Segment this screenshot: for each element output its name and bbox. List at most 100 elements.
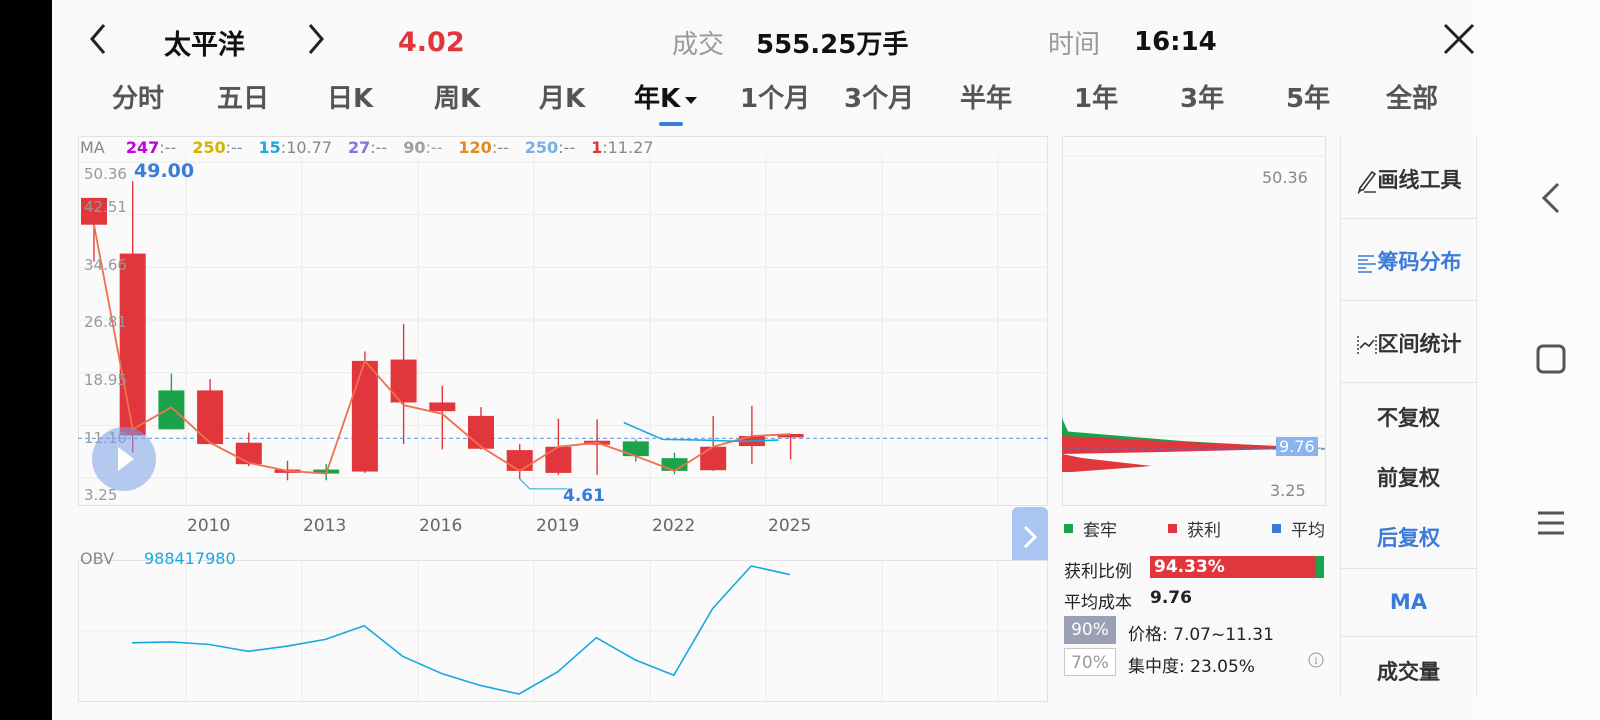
candle-2014	[351, 351, 378, 473]
band-70-badge[interactable]: 70%	[1064, 648, 1116, 676]
obv-chart	[78, 560, 1048, 702]
candle-body	[545, 446, 572, 473]
ma-item-3: 27:--	[348, 138, 388, 157]
x-tick: 2025	[768, 516, 812, 536]
candle-2023	[700, 415, 727, 471]
band-90-badge[interactable]: 90%	[1064, 616, 1116, 644]
chevron-right-icon[interactable]	[304, 21, 328, 64]
x-tick: 2019	[536, 516, 580, 536]
candle-body	[429, 402, 456, 412]
legend-profit: 获利	[1168, 516, 1221, 541]
ma-item-2: 15:10.77	[258, 138, 332, 157]
left-black-strip	[0, 0, 52, 720]
tab-3-year[interactable]: 3年	[1180, 84, 1225, 114]
info-icon[interactable]: i	[1308, 652, 1324, 672]
y-tick: 18.95	[84, 371, 127, 389]
low-leader-line	[519, 478, 568, 490]
close-icon[interactable]	[1442, 22, 1476, 63]
candle-2015	[390, 323, 417, 445]
no-adjust-button[interactable]: 不复权	[1377, 406, 1440, 430]
candle-2009	[158, 373, 185, 430]
tab-weekly-k[interactable]: 周K	[434, 84, 481, 114]
candle-body	[777, 434, 804, 438]
caret-down-icon	[685, 96, 698, 104]
current-price: 4.02	[398, 26, 465, 58]
ma-label: MA	[80, 138, 105, 157]
x-tick: 2016	[419, 516, 463, 536]
nav-home-icon[interactable]	[1536, 344, 1566, 378]
candle-body	[81, 197, 107, 225]
tab-five-day[interactable]: 五日	[217, 84, 270, 114]
y-tick: 3.25	[84, 486, 118, 504]
ma-legend: MA 247:-- 250:-- 15:10.77 27:-- 90:-- 120:-- 2…	[80, 138, 669, 157]
draw-tool-button[interactable]: 画线工具	[1341, 164, 1476, 195]
time-value: 16:14	[1134, 27, 1217, 57]
band-90-price: 价格: 7.07~11.31	[1128, 625, 1274, 645]
obv-label: OBV	[80, 549, 115, 568]
range-chart-icon	[1356, 336, 1377, 354]
candle-2007	[81, 197, 107, 262]
chip-bottom-price: 3.25	[1270, 481, 1306, 500]
x-tick: 2013	[303, 516, 347, 536]
volume-value: 555.25万手	[756, 29, 909, 60]
expand-panel-button[interactable]	[1012, 507, 1048, 567]
trapped-ratio-segment	[1316, 556, 1324, 578]
tab-1-year[interactable]: 1年	[1074, 84, 1119, 114]
candle-2016	[429, 385, 456, 450]
system-navbar	[1470, 0, 1600, 720]
y-tick: 50.36	[84, 165, 127, 183]
tab-yearly-k[interactable]: 年K	[634, 78, 698, 115]
ma-item-5: 120:--	[458, 138, 509, 157]
candle-body	[622, 441, 649, 457]
forward-adjust-button[interactable]: 前复权	[1377, 466, 1440, 490]
kline-chart[interactable]	[78, 136, 1048, 506]
tab-5-year[interactable]: 5年	[1286, 84, 1331, 114]
candle-body	[506, 450, 533, 471]
side-toolbar: 画线工具 筹码分布 区间统计 不复权 前复权 后复权 MA 成交量	[1340, 136, 1477, 696]
stock-name: 太平洋	[164, 29, 245, 61]
candle-2021	[622, 439, 649, 462]
candle-body	[235, 442, 262, 465]
high-annotation: 49.00	[134, 160, 195, 182]
legend-swatch	[1064, 524, 1073, 533]
play-button[interactable]	[92, 427, 156, 491]
period-tabs: 分时 五日 日K 周K 月K 年K 1个月 3个月 半年 1年 3年 5年 全部	[84, 78, 1484, 126]
play-icon	[118, 447, 134, 471]
tab-daily-k[interactable]: 日K	[327, 84, 374, 114]
candle-2011	[235, 432, 262, 467]
nav-back-icon[interactable]	[1536, 180, 1566, 220]
ma15-line	[623, 421, 779, 443]
y-tick: 42.51	[84, 198, 127, 216]
tab-half-year[interactable]: 半年	[960, 84, 1013, 114]
nav-menu-icon[interactable]	[1536, 508, 1566, 542]
tab-3-month[interactable]: 3个月	[844, 84, 915, 114]
chevron-right-icon	[1023, 525, 1038, 549]
svg-text:i: i	[1314, 656, 1317, 667]
chip-bars-icon	[1357, 255, 1376, 273]
chip-distribution-button[interactable]: 筹码分布	[1341, 246, 1476, 276]
candle-2008	[119, 181, 146, 453]
x-tick: 2022	[652, 516, 696, 536]
low-annotation: 4.61	[563, 486, 605, 506]
chip-top-price: 50.36	[1262, 168, 1308, 187]
tab-intraday[interactable]: 分时	[112, 84, 165, 114]
chevron-left-icon[interactable]	[86, 21, 110, 64]
tab-1-month[interactable]: 1个月	[740, 84, 811, 114]
ma-item-7: 1:11.27	[591, 138, 654, 157]
ma-indicator-button[interactable]: MA	[1389, 590, 1428, 614]
legend-average: 平均	[1272, 516, 1325, 541]
obv-line	[131, 565, 791, 695]
tab-monthly-k[interactable]: 月K	[539, 84, 586, 114]
legend-swatch	[1168, 524, 1177, 533]
tab-all[interactable]: 全部	[1386, 84, 1439, 114]
candle-2025	[777, 434, 804, 460]
candle-body	[468, 415, 494, 449]
x-tick: 2010	[187, 516, 231, 536]
candle-2020	[584, 419, 611, 475]
candle-body	[197, 390, 224, 445]
profit-ratio-label: 获利比例	[1064, 562, 1132, 582]
backward-adjust-button[interactable]: 后复权	[1377, 526, 1440, 550]
range-stats-button[interactable]: 区间统计	[1341, 328, 1476, 358]
candle-body	[119, 253, 146, 436]
volume-indicator-button[interactable]: 成交量	[1377, 660, 1440, 684]
